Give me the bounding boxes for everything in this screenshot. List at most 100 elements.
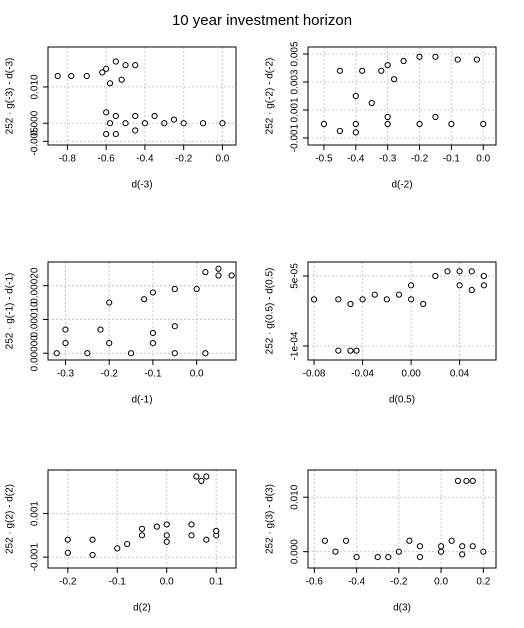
point — [383, 296, 390, 303]
y-tick-label: 0.001 — [30, 501, 41, 526]
x-tick-label: 0.04 — [450, 369, 470, 380]
point — [347, 300, 354, 308]
point — [132, 127, 139, 134]
point — [163, 538, 170, 545]
point — [118, 76, 125, 83]
point — [390, 76, 398, 83]
x-axis-label: d(-3) — [131, 180, 152, 191]
y-tick-label: 0.00000 — [30, 335, 41, 372]
x-tick-label: -0.4 — [348, 577, 366, 588]
point — [359, 67, 366, 74]
y-tick-label: -0.001 — [30, 542, 41, 571]
x-axis-label: d(-2) — [391, 180, 412, 191]
point — [473, 56, 480, 63]
point — [64, 536, 71, 543]
y-tick-label: 0.010 — [290, 484, 301, 509]
point — [53, 350, 60, 357]
point — [463, 477, 470, 484]
point — [395, 291, 403, 298]
y-tick-label: 0.00010 — [30, 301, 41, 338]
point — [353, 554, 360, 561]
plot-box — [307, 46, 497, 146]
point — [310, 296, 318, 303]
point — [469, 543, 476, 550]
point — [151, 112, 158, 120]
point — [213, 527, 220, 535]
x-axis-label: d(0.5) — [389, 395, 415, 406]
point — [122, 62, 129, 69]
point — [114, 545, 121, 552]
x-tick-label: -0.6 — [306, 577, 324, 588]
point — [335, 347, 342, 354]
point — [406, 537, 413, 544]
point — [448, 120, 455, 128]
y-tick-label: 0.010 — [30, 74, 41, 99]
point — [193, 473, 200, 480]
point — [468, 268, 475, 275]
point — [384, 113, 391, 121]
plot-box — [47, 469, 237, 569]
point — [321, 537, 328, 544]
point — [203, 536, 210, 543]
x-tick-label: -0.3 — [57, 369, 75, 380]
x-axis-label: d(3) — [393, 603, 411, 614]
y-axis-label: 252 · g(3) - d(3) — [265, 484, 276, 554]
x-tick-label: 0.0 — [215, 154, 229, 165]
point — [448, 537, 455, 544]
y-axis-label: 252 · g(-2) - d(-2) — [265, 58, 276, 135]
point — [454, 56, 461, 63]
point — [171, 323, 178, 330]
point — [378, 67, 385, 74]
point — [171, 285, 178, 293]
point — [202, 350, 209, 357]
point — [459, 543, 466, 550]
point — [132, 112, 139, 120]
point — [400, 57, 407, 65]
point — [454, 477, 462, 484]
plot-box — [307, 469, 497, 569]
x-tick-label: 0.0 — [160, 577, 174, 588]
x-tick-label: -0.3 — [379, 154, 397, 165]
point — [89, 551, 96, 559]
point — [407, 296, 415, 303]
point — [54, 72, 61, 80]
point — [374, 554, 381, 561]
y-tick-label: 0.000 — [30, 110, 41, 135]
x-tick-label: -0.2 — [175, 154, 193, 165]
point — [359, 296, 366, 303]
point — [124, 540, 131, 548]
point — [64, 549, 71, 556]
point — [89, 536, 96, 543]
point — [480, 548, 487, 555]
point — [432, 113, 439, 121]
point — [161, 120, 168, 127]
point — [432, 53, 439, 60]
point — [352, 92, 359, 100]
x-tick-label: -0.1 — [144, 369, 162, 380]
point — [320, 120, 328, 128]
plot-box — [47, 261, 237, 361]
point — [469, 477, 476, 484]
point — [84, 350, 91, 357]
x-tick-label: -0.2 — [101, 369, 119, 380]
point — [103, 109, 110, 116]
point — [171, 350, 178, 357]
point — [180, 120, 187, 127]
x-tick-label: -0.8 — [59, 154, 77, 165]
point — [416, 543, 424, 550]
point — [384, 62, 391, 69]
point — [83, 72, 90, 80]
point — [228, 272, 235, 279]
point — [202, 269, 209, 276]
point — [138, 525, 146, 532]
y-axis-label: 252 · g(-1) - d(-1) — [5, 273, 16, 350]
point — [193, 285, 200, 293]
point — [215, 272, 222, 279]
point — [188, 521, 195, 528]
point — [371, 291, 378, 298]
point — [332, 548, 339, 555]
figure-title: 10 year investment horizon — [172, 12, 352, 29]
point — [103, 131, 110, 138]
point — [416, 554, 424, 561]
